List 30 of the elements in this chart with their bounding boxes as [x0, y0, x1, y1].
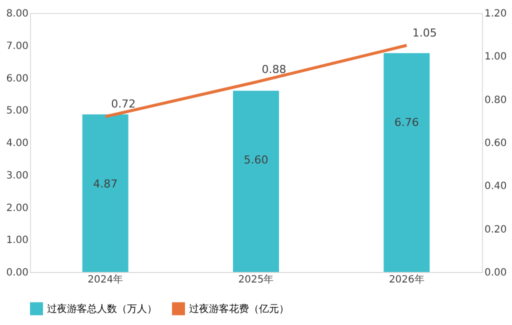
data-label: 1.05 — [412, 26, 437, 40]
bar — [233, 90, 279, 272]
y-tick-label: 7.00 — [6, 40, 28, 52]
y2-tick-label: 0.40 — [484, 181, 507, 192]
y2-tick-label: 1.20 — [484, 8, 507, 20]
y2-tick-label: 0.20 — [484, 224, 507, 236]
y-tick-label: 5.00 — [6, 106, 28, 117]
y2-tick-label: 0.00 — [484, 268, 507, 278]
y-tick-label: 1.00 — [6, 235, 28, 246]
x-tick-label: 2026年 — [388, 274, 424, 286]
data-label: 4.87 — [93, 177, 118, 190]
y-tick-label: 6.00 — [6, 73, 28, 84]
y2-tick-label: 0.60 — [484, 138, 507, 149]
x-tick-label: 2024年 — [88, 274, 124, 286]
data-label: 0.72 — [111, 98, 136, 111]
y-tick-label: 2.00 — [6, 202, 28, 214]
x-tick-label: 2025年 — [238, 274, 274, 286]
y-tick-label: 3.00 — [6, 170, 28, 182]
data-label: 0.88 — [262, 63, 286, 76]
y2-tick-label: 0.80 — [484, 94, 507, 106]
data-label: 6.76 — [394, 116, 419, 130]
data-label: 5.60 — [244, 154, 268, 167]
legend-label: 过夜游客花费（亿元） — [189, 302, 289, 315]
y-tick-label: 0.00 — [6, 268, 28, 278]
bar — [82, 114, 128, 272]
y2-tick-label: 1.00 — [484, 52, 507, 63]
y-tick-label: 4.00 — [6, 138, 28, 149]
y-tick-label: 8.00 — [6, 8, 28, 20]
bar — [384, 53, 430, 272]
legend-label: 过夜游客总人数（万人） — [47, 302, 157, 315]
